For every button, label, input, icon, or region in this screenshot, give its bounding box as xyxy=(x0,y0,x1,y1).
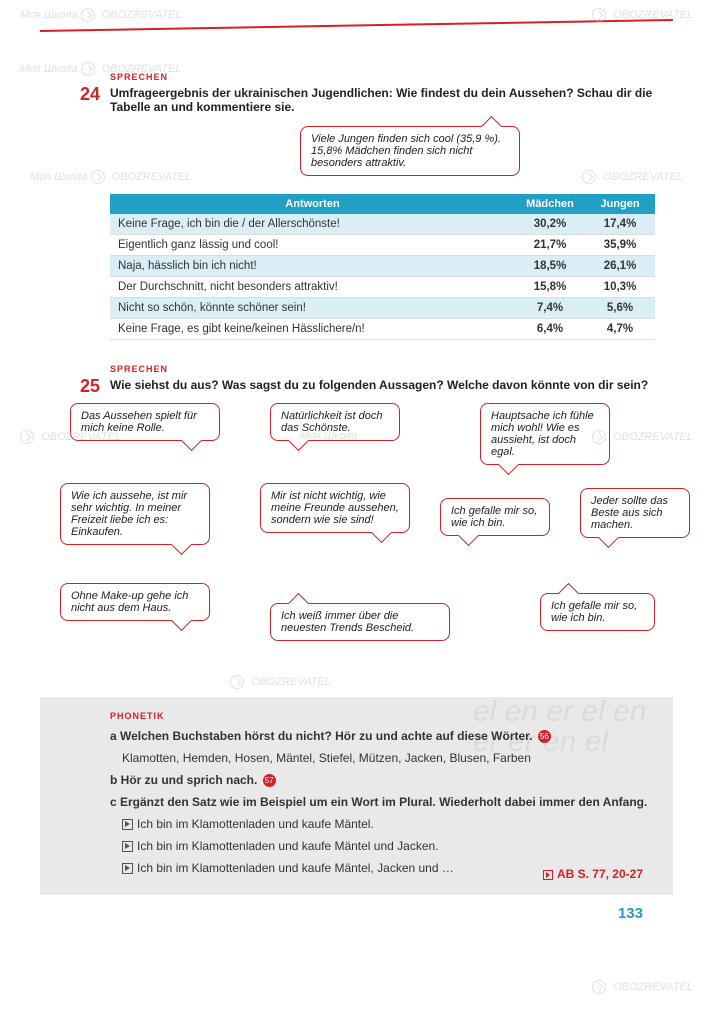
bubble-8: Ohne Make-up gehe ich nicht aus dem Haus… xyxy=(60,583,210,621)
th-answers: Antworten xyxy=(110,194,515,214)
page-number: 133 xyxy=(40,905,643,922)
table-row: Der Durchschnitt, nicht besonders attrak… xyxy=(110,277,655,298)
table-row: Nicht so schön, könnte schöner sein!7,4%… xyxy=(110,298,655,319)
table-row: Keine Frage, ich bin die / der Allerschö… xyxy=(110,214,655,235)
exercise-number-24: 24 xyxy=(80,84,110,105)
bubble-6: Ich gefalle mir so, wie ich bin. xyxy=(440,498,550,536)
bubble-1: Das Aussehen spielt für mich keine Rolle… xyxy=(70,403,220,441)
th-girls: Mädchen xyxy=(515,194,585,214)
audio-icon[interactable]: 56 xyxy=(538,730,551,743)
table-row: Naja, hässlich bin ich nicht!18,5%26,1% xyxy=(110,256,655,277)
survey-table: Antworten Mädchen Jungen Keine Frage, ic… xyxy=(110,194,655,340)
bubble-4: Wie ich aussehe, ist mir sehr wichtig. I… xyxy=(60,483,210,545)
bubble-10: Ich gefalle mir so, wie ich bin. xyxy=(540,593,655,631)
play-icon xyxy=(122,863,133,874)
th-boys: Jungen xyxy=(585,194,655,214)
phonetik-label: PHONETIK xyxy=(110,711,659,721)
phonetik-c: c Ergänzt den Satz wie im Beispiel um ei… xyxy=(110,793,659,811)
phonetik-box: el en er el en er er en el PHONETIK a We… xyxy=(40,697,673,895)
phonetik-a-bold: a Welchen Buchstaben hörst du nicht? Hör… xyxy=(110,729,533,743)
phonetik-c-item: Ich bin im Klamottenladen und kaufe Mänt… xyxy=(122,837,659,855)
table-row: Keine Frage, es gibt keine/keinen Hässli… xyxy=(110,319,655,340)
section-label-24: SPRECHEN xyxy=(110,72,673,82)
bubble-3: Hauptsache ich fühle mich wohl! Wie es a… xyxy=(480,403,610,465)
phonetik-a-words: Klamotten, Hemden, Hosen, Mäntel, Stiefe… xyxy=(122,749,659,767)
section-label-25: SPRECHEN xyxy=(110,364,673,374)
play-icon xyxy=(122,841,133,852)
watermark: OBOZREVATEL xyxy=(592,980,693,994)
phonetik-b: b Hör zu und sprich nach. 57 xyxy=(110,771,659,789)
bubble-2: Natürlichkeit ist doch das Schönste. xyxy=(270,403,400,441)
phonetik-c-bold: c Ergänzt den Satz wie im Beispiel um ei… xyxy=(110,795,647,809)
exercise-title-25: Wie siehst du aus? Was sagst du zu folge… xyxy=(110,376,673,392)
play-icon xyxy=(122,819,133,830)
table-row: Eigentlich ganz lässig und cool!21,7%35,… xyxy=(110,235,655,256)
phonetik-c-item: Ich bin im Klamottenladen und kaufe Mänt… xyxy=(122,859,659,877)
page: SPRECHEN 24 Umfrageergebnis der ukrainis… xyxy=(0,0,713,942)
audio-icon[interactable]: 57 xyxy=(263,774,276,787)
example-bubble-wrap: Viele Jungen finden sich cool (35,9 %). … xyxy=(300,126,520,176)
header-rule xyxy=(40,19,673,32)
bubble-7: Jeder sollte das Beste aus sich machen. xyxy=(580,488,690,538)
phonetik-c-item: Ich bin im Klamottenladen und kaufe Mänt… xyxy=(122,815,659,833)
bubble-5: Mir ist nicht wichtig, wie meine Freunde… xyxy=(260,483,410,533)
exercise-25-header: 25 Wie siehst du aus? Was sagst du zu fo… xyxy=(40,376,673,397)
table-header-row: Antworten Mädchen Jungen xyxy=(110,194,655,214)
exercise-title-24: Umfrageergebnis der ukrainischen Jugendl… xyxy=(110,84,673,114)
phonetik-b-bold: b Hör zu und sprich nach. xyxy=(110,773,257,787)
exercise-number-25: 25 xyxy=(80,376,110,397)
example-bubble-24: Viele Jungen finden sich cool (35,9 %). … xyxy=(300,126,520,176)
speech-bubbles-area: Das Aussehen spielt für mich keine Rolle… xyxy=(60,403,673,683)
exercise-24-header: 24 Umfrageergebnis der ukrainischen Juge… xyxy=(40,84,673,114)
phonetik-a: a Welchen Buchstaben hörst du nicht? Hör… xyxy=(110,727,659,745)
bubble-9: Ich weiß immer über die neuesten Trends … xyxy=(270,603,450,641)
